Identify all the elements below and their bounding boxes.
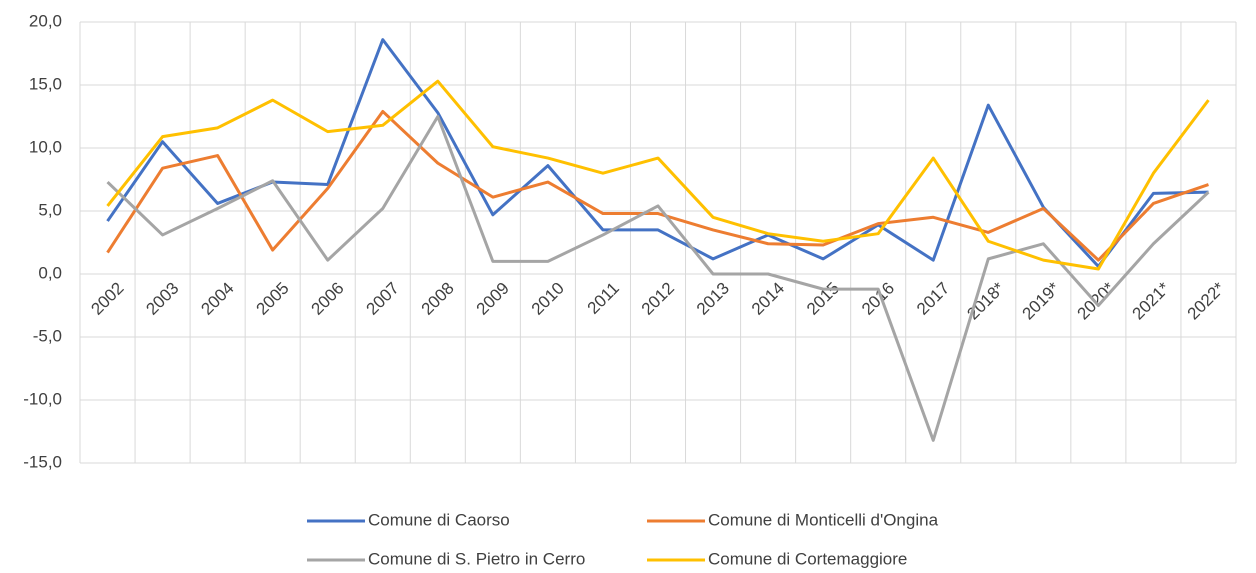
- x-tick-label: 2003: [142, 279, 182, 319]
- legend-label: Comune di Monticelli d'Ongina: [708, 510, 939, 529]
- x-tick-label: 2017: [913, 279, 953, 319]
- x-tick-label: 2012: [638, 279, 678, 319]
- y-tick-label: -5,0: [33, 326, 62, 345]
- series-line: [106, 38, 1209, 268]
- legend-label: Comune di Cortemaggiore: [708, 549, 907, 568]
- series-line: [106, 79, 1210, 271]
- x-tick-label: 2021*: [1129, 278, 1174, 323]
- x-tick-label: 2007: [363, 279, 403, 319]
- y-tick-label: 15,0: [29, 74, 62, 93]
- x-tick-label: 2008: [418, 279, 458, 319]
- x-tick-label: 2011: [584, 279, 623, 318]
- x-tick-label: 2016: [858, 279, 898, 319]
- series-line: [106, 109, 1209, 262]
- x-tick-label: 2022*: [1184, 278, 1229, 323]
- x-tick-label: 2006: [308, 279, 348, 319]
- y-tick-label: 20,0: [29, 11, 62, 30]
- series-line: [106, 115, 1210, 442]
- y-tick-label: 5,0: [38, 200, 62, 219]
- x-tick-label: 2002: [87, 279, 127, 319]
- x-tick-label: 2014: [748, 279, 788, 319]
- x-tick-label: 2009: [473, 279, 513, 319]
- y-tick-label: -15,0: [23, 452, 62, 471]
- x-tick-label: 2013: [693, 279, 733, 319]
- x-tick-label: 2010: [528, 279, 568, 319]
- y-tick-label: -10,0: [23, 389, 62, 408]
- x-tick-label: 2005: [252, 279, 292, 319]
- y-tick-label: 0,0: [38, 263, 62, 282]
- y-tick-label: 10,0: [29, 137, 62, 156]
- x-tick-label: 2004: [197, 279, 237, 319]
- legend-label: Comune di Caorso: [368, 510, 510, 529]
- legend-label: Comune di S. Pietro in Cerro: [368, 549, 585, 568]
- x-tick-label: 2019*: [1018, 278, 1063, 323]
